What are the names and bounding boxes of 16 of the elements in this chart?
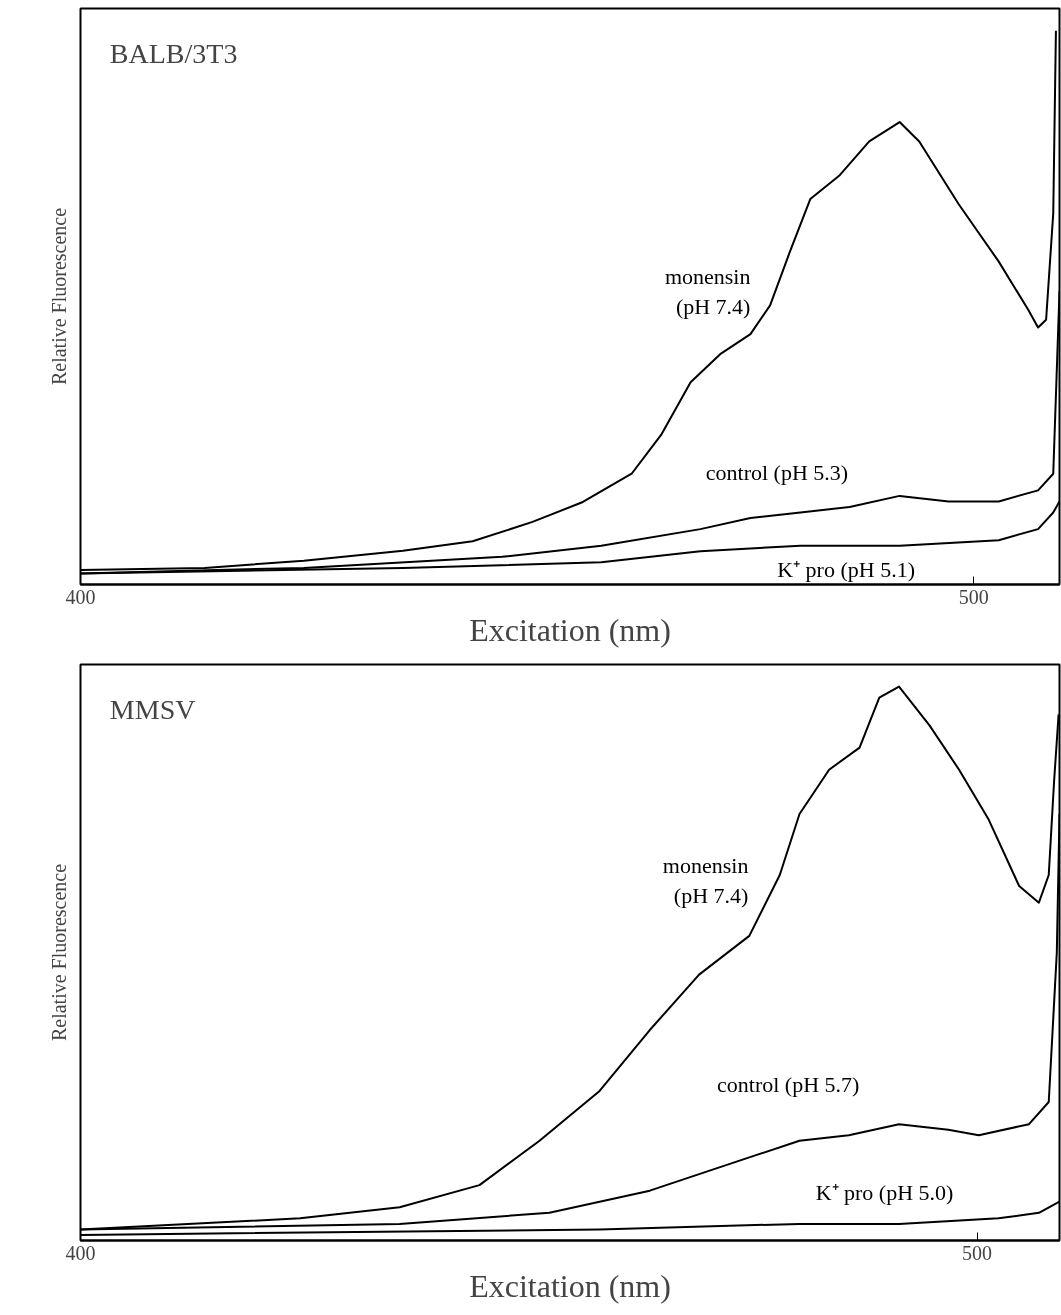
- y-axis-title: Relative Fluorescence: [47, 863, 70, 1042]
- x-tick-label: 400: [65, 1241, 96, 1264]
- x-axis-title: Excitation (nm): [469, 1267, 671, 1304]
- series-label: K⁺ pro (pH 5.1): [777, 556, 915, 582]
- series-label: K⁺ pro (pH 5.0): [815, 1179, 954, 1205]
- x-axis-title: Excitation (nm): [469, 611, 671, 648]
- x-tick-label: 400: [65, 585, 96, 608]
- chart-title: MMSV: [109, 694, 196, 726]
- series-label: control (pH 5.3): [705, 459, 849, 485]
- series-label: monensin (pH 7.4): [662, 853, 749, 909]
- y-axis-title: Relative Fluorescence: [47, 207, 70, 386]
- series-label: control (pH 5.7): [717, 1071, 860, 1097]
- x-tick-label: 500: [962, 1241, 993, 1264]
- series-label: monensin (pH 7.4): [664, 263, 751, 319]
- x-tick-label: 500: [958, 585, 989, 608]
- chart-title: BALB/3T3: [109, 38, 238, 70]
